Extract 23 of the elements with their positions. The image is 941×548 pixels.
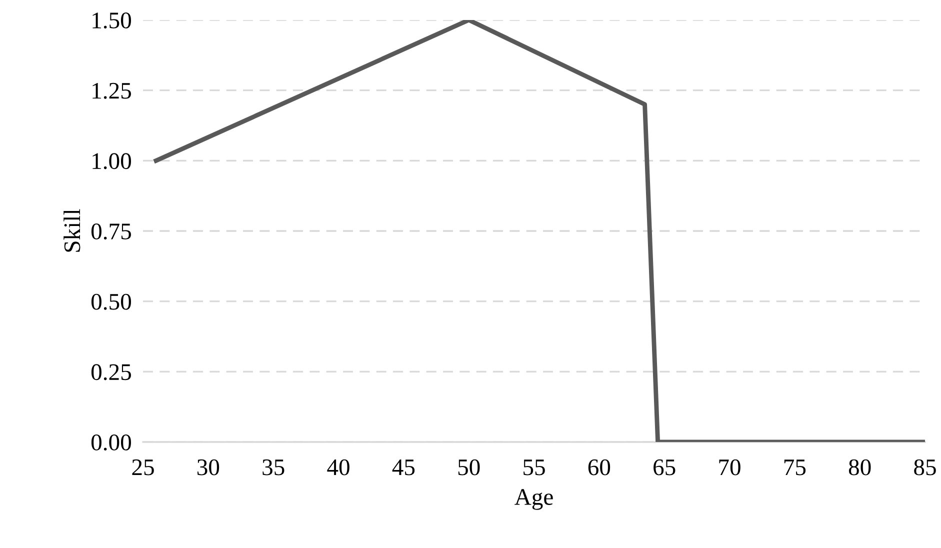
x-axis-title: Age bbox=[514, 489, 553, 510]
x-tick-label: 65 bbox=[654, 459, 676, 476]
x-tick-label: 35 bbox=[262, 459, 284, 476]
x-tick-label: 25 bbox=[132, 459, 154, 476]
x-tick-label: 40 bbox=[327, 459, 350, 476]
x-tick-label: 85 bbox=[914, 459, 936, 476]
x-tick-label: 75 bbox=[784, 460, 806, 476]
x-tick-label: 45 bbox=[392, 460, 415, 476]
line-series bbox=[154, 20, 925, 442]
y-tick-label: 1.50 bbox=[92, 12, 131, 29]
y-tick-label: 0.75 bbox=[91, 223, 131, 240]
y-tick-label: 0.00 bbox=[91, 434, 131, 451]
x-tick-label: 50 bbox=[458, 459, 480, 476]
y-tick-label: 1.25 bbox=[92, 82, 131, 99]
x-tick-label: 60 bbox=[588, 459, 610, 476]
x-tick-label: 70 bbox=[719, 459, 740, 476]
y-tick-label: 1.00 bbox=[92, 153, 131, 170]
x-tick-label: 30 bbox=[197, 459, 220, 476]
y-axis-title: Skill bbox=[64, 209, 80, 252]
x-tick-label: 80 bbox=[848, 459, 871, 476]
y-tick-label: 0.25 bbox=[91, 364, 131, 380]
x-tick-label: 55 bbox=[524, 460, 545, 476]
y-tick-label: 0.50 bbox=[91, 294, 131, 310]
